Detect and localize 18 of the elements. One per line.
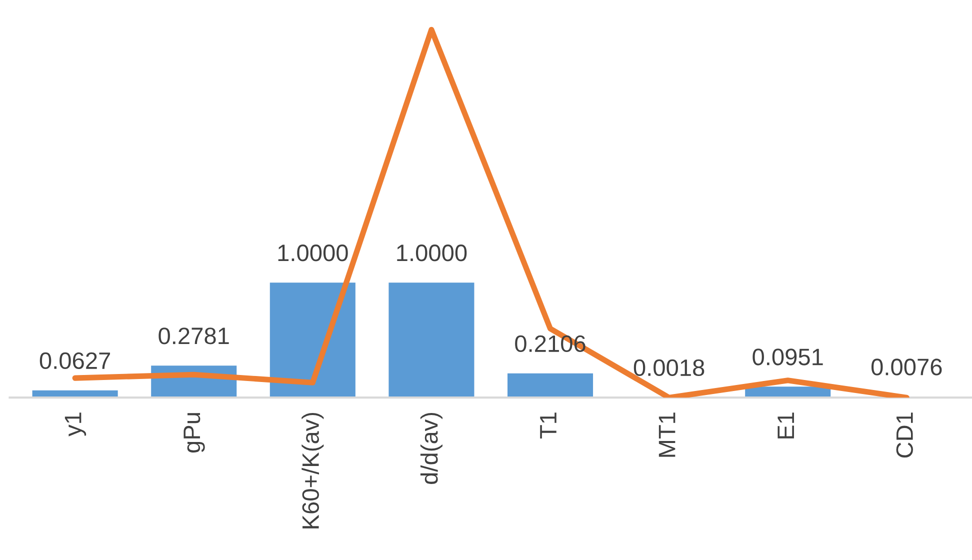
- x-tick-label: MT1: [658, 412, 676, 457]
- data-label: 0.2781: [158, 328, 229, 344]
- x-tick-label: K60+/K(av): [302, 412, 324, 528]
- data-label: 0.0018: [634, 359, 704, 376]
- data-label: 0.0627: [40, 352, 110, 370]
- x-tick-label: d/d(av): [420, 412, 442, 484]
- x-tick-label: gPu: [184, 413, 205, 453]
- bar: [270, 282, 356, 398]
- bar: [507, 373, 594, 398]
- data-label: 0.0951: [752, 348, 823, 366]
- data-label: 1.0000: [397, 244, 467, 262]
- x-tick-label: T1: [540, 412, 556, 439]
- data-label: 1.0000: [278, 244, 348, 262]
- x-tick-label: E1: [778, 412, 794, 438]
- x-tick-label: y1: [64, 412, 86, 436]
- bar: [388, 282, 474, 398]
- x-tick-label: CD1: [896, 412, 913, 458]
- data-label: 0.0076: [871, 358, 942, 376]
